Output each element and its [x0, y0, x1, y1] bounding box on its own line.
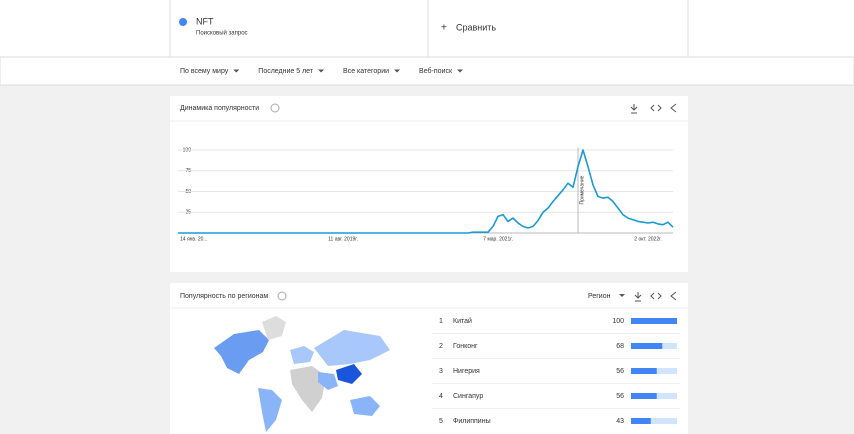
compare[interactable]: Сравнить: [456, 22, 496, 32]
region-dropdown[interactable]: Регион: [588, 293, 611, 300]
filter-dropdown[interactable]: Последние 5 лет: [258, 68, 314, 75]
card-title: Динамика популярности: [180, 105, 259, 112]
filters: По всему миру Последние 5 лет Все категори…: [180, 67, 464, 75]
trend-line: [178, 149, 674, 234]
region-bar: [631, 393, 657, 399]
embed-icon[interactable]: [650, 292, 662, 300]
x-tick-label: 7 мар. 2021г.: [483, 236, 513, 242]
card-title: Популярность по регионам: [180, 293, 268, 300]
line-chart: 25507510014 янв. 20...11 авг. 2019г.7 ма…: [178, 147, 674, 242]
x-tick-label: 2 окт. 2022г.: [634, 236, 661, 242]
annotation-label: Примечание: [579, 175, 585, 204]
region-name[interactable]: Сингапур: [453, 393, 483, 400]
region-name[interactable]: Филиппины: [453, 418, 491, 425]
term-dot: [179, 18, 187, 26]
header-bar: [0, 0, 854, 57]
bar-track: [631, 418, 677, 424]
map-south-america: [258, 388, 282, 432]
dropdown-arrow: [457, 69, 464, 73]
region-name[interactable]: Нигерия: [453, 368, 480, 375]
region-rank: 3: [439, 368, 443, 375]
term-subtitle: Поисковый запрос: [196, 30, 248, 37]
embed-icon[interactable]: [650, 104, 662, 112]
region-bar: [631, 343, 663, 349]
region-bar: [631, 418, 651, 424]
region-list: 1 Китай 100 2 Гонконг 68 3 Нигерия 56 4 Сингапур 56…: [432, 317, 680, 425]
map-africa: [290, 366, 326, 412]
download-icon[interactable]: [630, 104, 638, 114]
region-rank: 1: [439, 318, 443, 325]
filter-dropdown[interactable]: По всему миру: [180, 68, 229, 75]
map-south-asia: [318, 372, 338, 390]
map-europe: [290, 346, 314, 364]
dropdown-arrow[interactable]: [619, 294, 625, 297]
map-greenland: [262, 316, 286, 340]
map-australia: [350, 396, 380, 416]
region-rank: 4: [439, 393, 443, 400]
region-value: 100: [612, 318, 624, 325]
dropdown-arrow: [394, 69, 401, 73]
share-icon[interactable]: [670, 103, 677, 113]
map-china: [336, 364, 362, 384]
region-value: 68: [616, 343, 624, 350]
region-name[interactable]: Китай: [453, 317, 472, 325]
region-value: 56: [616, 368, 624, 375]
filter-bar: [0, 56, 854, 86]
map-asia-north: [314, 330, 390, 366]
region-bar: [631, 368, 657, 374]
x-tick-label: 14 янв. 20...: [180, 236, 208, 242]
card-actions: [630, 103, 677, 114]
download-icon[interactable]: [634, 292, 642, 302]
card: [170, 96, 688, 272]
filter-dropdown[interactable]: Веб-поиск: [419, 67, 453, 75]
world-map: [214, 316, 390, 432]
map-north-america: [214, 330, 269, 374]
share-icon[interactable]: [670, 291, 677, 301]
dropdown-arrow: [233, 69, 240, 73]
region-rank: 5: [439, 418, 443, 425]
help-icon[interactable]: [277, 291, 287, 301]
region-value: 43: [616, 418, 624, 425]
region-rank: 2: [439, 343, 443, 350]
help-icon[interactable]: [270, 103, 280, 113]
x-tick-label: 11 авг. 2019г.: [328, 236, 358, 242]
term[interactable]: NFT: [196, 16, 214, 26]
dropdown-arrow: [318, 69, 325, 73]
region-bar: [631, 318, 677, 324]
region-value: 56: [616, 393, 624, 400]
region-name[interactable]: Гонконг: [453, 343, 478, 350]
filter-dropdown[interactable]: Все категории: [343, 68, 389, 75]
plus-icon[interactable]: +: [441, 23, 447, 34]
